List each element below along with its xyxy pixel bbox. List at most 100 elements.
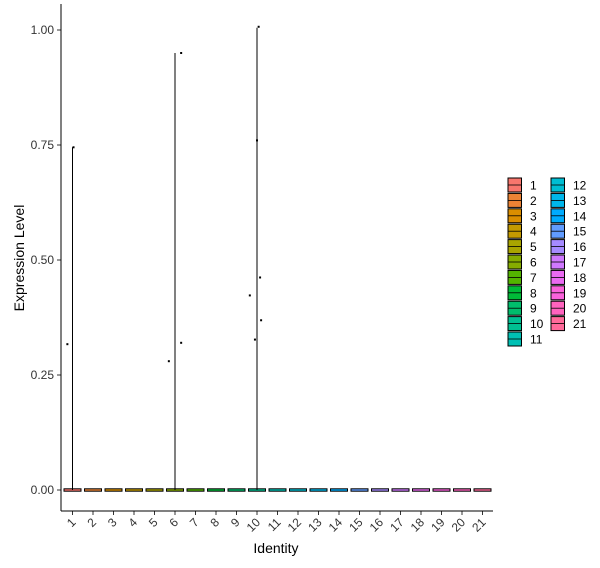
- violin-4: [125, 488, 143, 492]
- legend-item-17: 17: [550, 254, 587, 270]
- violin-20: [453, 488, 471, 492]
- violin-body: [289, 488, 307, 492]
- x-tick-label: 15: [346, 515, 366, 535]
- legend-item-9: 9: [507, 300, 537, 316]
- violin-9: [227, 488, 246, 492]
- data-point: [259, 276, 262, 279]
- legend-item-4: 4: [507, 223, 537, 239]
- data-point: [248, 294, 251, 297]
- violin-15: [350, 488, 369, 492]
- x-tick-label: 21: [469, 515, 489, 535]
- violin-21: [473, 488, 492, 492]
- legend-item-15: 15: [550, 223, 587, 239]
- data-point: [180, 52, 183, 54]
- x-tick-label: 16: [367, 515, 387, 535]
- y-tick-label: 0.25: [31, 368, 55, 382]
- violin-body: [104, 488, 123, 492]
- violin-16: [371, 488, 389, 492]
- data-point: [66, 343, 69, 346]
- violin-body: [391, 488, 410, 492]
- violin-2: [84, 488, 102, 492]
- legend-label: 6: [530, 256, 537, 270]
- legend-label: 9: [530, 302, 537, 316]
- legend-item-5: 5: [507, 239, 537, 255]
- x-tick-label: 13: [305, 515, 325, 535]
- x-tick-label: 4: [125, 515, 140, 530]
- data-point: [167, 360, 170, 363]
- legend-item-10: 10: [507, 316, 544, 332]
- legend-item-6: 6: [507, 254, 537, 270]
- violin-18: [412, 488, 430, 492]
- x-tick-label: 2: [84, 515, 99, 530]
- x-tick-label: 14: [326, 515, 346, 535]
- x-tick-label: 9: [228, 515, 243, 530]
- data-point: [72, 146, 75, 149]
- violin-14: [330, 488, 348, 492]
- legend-label: 17: [573, 256, 587, 270]
- legend-item-12: 12: [550, 177, 587, 193]
- violin-3: [104, 488, 123, 492]
- violin-body: [330, 488, 348, 492]
- legend-item-16: 16: [550, 239, 587, 255]
- violin-body: [268, 488, 287, 492]
- legend-label: 19: [573, 286, 587, 300]
- legend-item-1: 1: [507, 177, 537, 193]
- data-point: [257, 25, 260, 28]
- violin-7: [186, 488, 205, 492]
- data-point: [253, 338, 256, 341]
- legend-label: 1: [530, 179, 537, 193]
- legend-label: 7: [530, 271, 537, 285]
- y-tick-label: 0.50: [31, 253, 55, 267]
- legend-item-3: 3: [507, 208, 537, 224]
- legend-item-7: 7: [507, 269, 537, 285]
- violin-body: [84, 488, 102, 492]
- legend-label: 21: [573, 317, 587, 331]
- violin-body: [186, 488, 205, 492]
- violin-body: [453, 488, 471, 492]
- legend-item-18: 18: [550, 269, 587, 285]
- legend-item-19: 19: [550, 285, 587, 301]
- violin-17: [391, 488, 410, 492]
- legend-label: 5: [530, 240, 537, 254]
- legend-label: 18: [573, 271, 587, 285]
- x-tick-label: 19: [428, 515, 448, 535]
- legend-label: 13: [573, 194, 587, 208]
- legend-label: 11: [530, 333, 543, 347]
- violin-body: [350, 488, 369, 492]
- violin-5: [145, 488, 164, 492]
- legend-item-21: 21: [550, 316, 587, 332]
- legend-label: 12: [573, 179, 587, 193]
- y-axis-ticks: 0.00 0.25 0.50 0.75 1.00: [31, 23, 61, 497]
- y-tick-label: 1.00: [31, 23, 55, 37]
- legend-item-8: 8: [507, 285, 537, 301]
- legend-label: 4: [530, 225, 537, 239]
- violin-body: [412, 488, 430, 492]
- violin-12: [289, 488, 307, 492]
- legend-label: 15: [573, 225, 587, 239]
- violin-19: [432, 488, 451, 492]
- violin-body: [473, 488, 492, 492]
- y-tick-label: 0.75: [31, 138, 55, 152]
- legend-label: 10: [530, 317, 544, 331]
- x-tick-label: 1: [64, 515, 79, 530]
- y-tick-label: 0.00: [31, 483, 55, 497]
- violin-body: [432, 488, 451, 492]
- y-axis-title: Expression Level: [11, 205, 27, 312]
- violins: [63, 27, 492, 492]
- legend-item-14: 14: [550, 208, 587, 224]
- data-point: [180, 341, 183, 344]
- violin-6: [166, 53, 184, 492]
- x-tick-label: 10: [244, 515, 264, 535]
- x-tick-label: 3: [105, 515, 120, 530]
- jitter-points: [66, 25, 263, 363]
- legend-item-2: 2: [507, 192, 537, 208]
- legend-item-13: 13: [550, 192, 587, 208]
- violin-body: [125, 488, 143, 492]
- violin-body: [145, 488, 164, 492]
- legend-label: 8: [530, 286, 537, 300]
- violin-body: [309, 488, 328, 492]
- violin-1: [63, 147, 82, 492]
- x-tick-label: 5: [146, 515, 161, 530]
